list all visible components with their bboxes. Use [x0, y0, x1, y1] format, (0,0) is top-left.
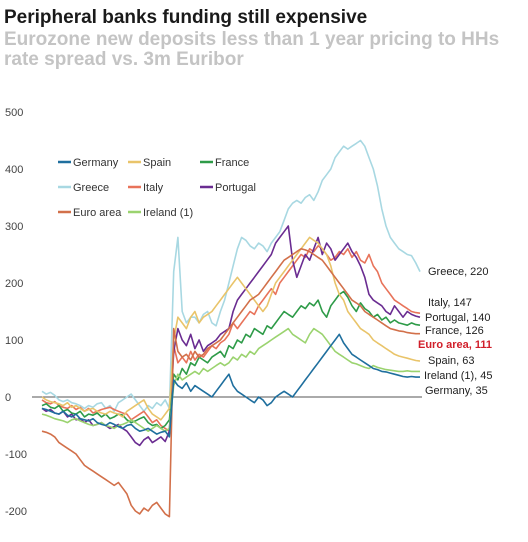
y-tick-label: 300 [5, 221, 23, 233]
end-label-ireland-1: Ireland (1), 45 [424, 370, 492, 382]
end-label-germany: Germany, 35 [425, 385, 488, 397]
y-tick-label: 100 [5, 335, 23, 347]
legend: Germany Spain France Greece Italy Portugal Eur… [58, 157, 256, 219]
end-label-france: France, 126 [425, 325, 484, 337]
series-line-euro-area [41, 248, 420, 518]
end-label-greece: Greece, 220 [428, 266, 489, 278]
series-layer [41, 139, 421, 518]
end-label-italy: Italy, 147 [428, 297, 472, 309]
series-line-italy [41, 245, 421, 432]
y-tick-label: -100 [5, 449, 27, 461]
legend-label-italy: Italy [143, 182, 164, 194]
legend-label-portugal: Portugal [215, 182, 256, 194]
y-tick-label: 500 [5, 107, 23, 119]
series-line-spain [41, 236, 421, 421]
end-label-euro-area: Euro area, 111 [418, 339, 492, 351]
chart-title: Peripheral banks funding still expensive [4, 7, 368, 28]
y-axis-ticks: -200 -100 0 100 200 300 400 500 [5, 107, 27, 518]
y-tick-label: -200 [5, 506, 27, 518]
y-tick-label: 0 [5, 392, 11, 404]
series-line-greece [41, 139, 421, 413]
end-label-spain: Spain, 63 [428, 355, 474, 367]
end-labels: Greece, 220 Italy, 147 Portugal, 140France… [418, 266, 492, 397]
legend-label-spain: Spain [143, 157, 171, 169]
end-label-portugal: Portugal, 140 [425, 312, 490, 324]
series-line-germany [41, 333, 420, 438]
legend-label-ireland-1: Ireland (1) [143, 207, 193, 219]
y-tick-label: 200 [5, 278, 23, 290]
chart-subtitle: Eurozone new deposits less than 1 year p… [4, 29, 500, 70]
y-tick-label: 400 [5, 164, 23, 176]
legend-label-germany: Germany [73, 157, 119, 169]
legend-label-greece: Greece [73, 182, 109, 194]
legend-label-france: France [215, 157, 249, 169]
legend-label-euro-area: Euro area [73, 207, 122, 219]
